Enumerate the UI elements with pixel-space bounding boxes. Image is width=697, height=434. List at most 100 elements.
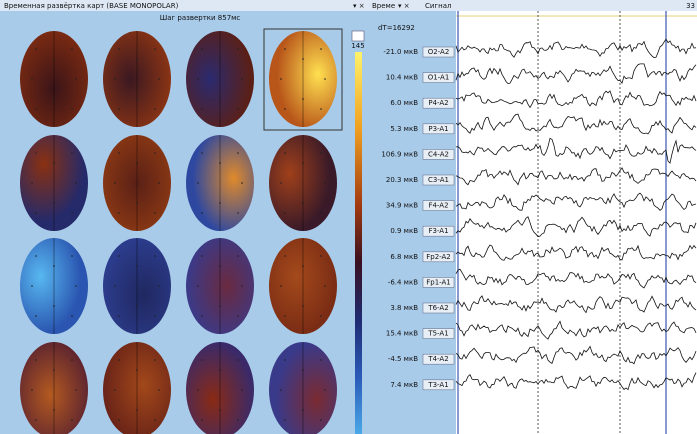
electrode: [154, 108, 156, 110]
channel-label: Fp1-A1: [426, 278, 451, 286]
electrode: [114, 78, 116, 80]
menu-arrow[interactable]: ▾ ×: [353, 2, 365, 10]
channel-value: 34.9 мкВ: [386, 202, 418, 210]
step-label: Шаг развертки 857мс: [160, 14, 241, 22]
channel-box[interactable]: [422, 353, 455, 365]
eeg-trace: [455, 167, 697, 186]
electrode: [118, 419, 120, 421]
electrode: [154, 212, 156, 214]
channel-value: 0.9 мкВ: [390, 227, 418, 235]
electrode: [201, 255, 203, 257]
electrode: [320, 152, 322, 154]
electrode: [158, 182, 160, 184]
column-header[interactable]: Време: [372, 2, 395, 10]
electrode: [53, 409, 55, 411]
electrode: [31, 285, 33, 287]
column-menu[interactable]: ▾ ×: [398, 2, 410, 10]
electrode: [53, 305, 55, 307]
channel-box[interactable]: [422, 174, 455, 186]
channel-label: T5-A1: [427, 330, 448, 338]
color-bar: [355, 52, 362, 434]
electrode: [284, 359, 286, 361]
channel-label: F3-A1: [428, 227, 448, 235]
electrode: [53, 369, 55, 371]
electrode: [35, 255, 37, 257]
electrode: [302, 58, 304, 60]
channel-box[interactable]: [422, 97, 455, 109]
eeg-trace: [455, 345, 697, 365]
electrode: [219, 265, 221, 267]
channel-value: -6.4 мкВ: [388, 278, 418, 286]
channel-box[interactable]: [422, 277, 455, 288]
channel-box[interactable]: [422, 123, 455, 135]
electrode: [71, 152, 73, 154]
electrode: [324, 285, 326, 287]
channel-box[interactable]: [422, 251, 455, 263]
channel-box[interactable]: [422, 328, 455, 339]
electrode: [237, 212, 239, 214]
electrode: [154, 152, 156, 154]
channel-box[interactable]: [422, 149, 455, 160]
electrode: [118, 152, 120, 154]
channel-label: O1-A1: [428, 74, 450, 82]
channel-label: C4-A2: [428, 150, 449, 158]
head-map: [186, 135, 254, 231]
channel-box[interactable]: [422, 379, 455, 391]
electrode: [197, 389, 199, 391]
electrode: [136, 369, 138, 371]
electrode: [320, 48, 322, 50]
electrode: [280, 182, 282, 184]
electrode: [284, 152, 286, 154]
electrode: [114, 182, 116, 184]
channel-box[interactable]: [422, 225, 455, 237]
electrode: [71, 48, 73, 50]
electrode: [154, 315, 156, 317]
electrode: [320, 359, 322, 361]
electrode: [219, 409, 221, 411]
eeg-trace: [455, 90, 697, 109]
scale-button[interactable]: [351, 30, 365, 42]
channel-value: -4.5 мкВ: [388, 355, 418, 363]
signal-title: Сигнал: [425, 2, 451, 10]
electrode: [237, 152, 239, 154]
head-map: [103, 135, 171, 231]
electrode: [118, 108, 120, 110]
electrode: [320, 315, 322, 317]
electrode: [35, 212, 37, 214]
eeg-trace: [455, 63, 697, 85]
channel-box[interactable]: [422, 46, 455, 58]
channel-label: P3-A1: [428, 125, 448, 133]
electrode: [201, 152, 203, 154]
channel-box[interactable]: [422, 302, 455, 314]
head-map: [269, 342, 337, 434]
electrode: [136, 305, 138, 307]
electrode: [219, 202, 221, 204]
electrode: [201, 419, 203, 421]
channel-label: P4-A2: [428, 99, 448, 107]
electrode: [237, 315, 239, 317]
channel-box[interactable]: [422, 200, 455, 211]
eeg-trace: [455, 192, 697, 211]
head-map: [103, 342, 171, 434]
electrode: [302, 202, 304, 204]
electrode: [136, 265, 138, 267]
electrode: [197, 285, 199, 287]
electrode: [237, 48, 239, 50]
head-map: [20, 238, 88, 334]
channel-value: 5.3 мкВ: [390, 125, 418, 133]
channel-value: 7.4 мкВ: [390, 381, 418, 389]
electrode: [324, 389, 326, 391]
electrode: [320, 255, 322, 257]
head-map: [269, 135, 337, 231]
channel-value: 20.3 мкВ: [386, 176, 418, 184]
channel-box[interactable]: [422, 72, 455, 83]
signal-header: [368, 0, 697, 11]
channel-value: 106.9 мкВ: [381, 150, 418, 158]
channel-label: O2-A2: [428, 48, 450, 56]
channel-label: T3-A1: [427, 381, 448, 389]
electrode: [197, 182, 199, 184]
channel-label: Fp2-A2: [426, 253, 451, 261]
electrode: [53, 58, 55, 60]
electrode: [114, 285, 116, 287]
electrode: [219, 58, 221, 60]
